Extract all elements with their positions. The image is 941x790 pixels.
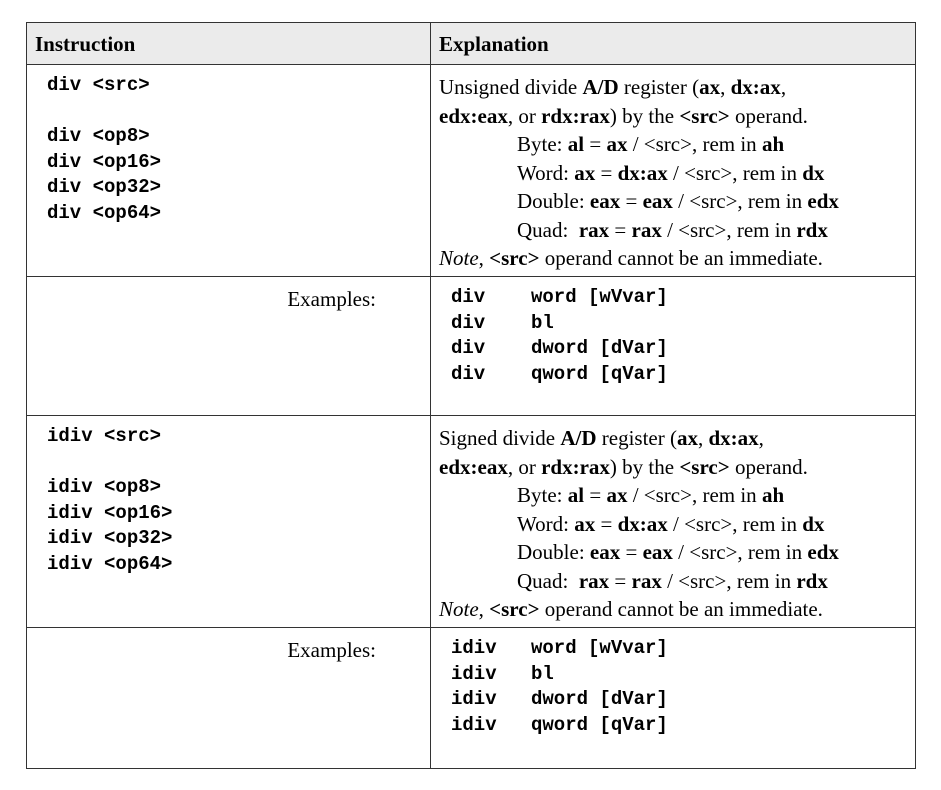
idiv-syntax-cell: idiv <src> idiv <op8> idiv <op16> idiv <…	[26, 415, 431, 628]
idiv-form-op64: idiv <op64>	[47, 552, 173, 575]
div-examples-row: Examples: div word [wVvar] div bl div dword…	[26, 276, 916, 416]
idiv-double-line: Double: eax = eax / <src>, rem in edx	[517, 540, 839, 564]
div-examples-code: div word [wVvar] div bl div dword [dVar] di…	[430, 276, 916, 416]
idiv-examples-label: Examples:	[26, 627, 431, 769]
div-form-op16: div <op16>	[47, 150, 162, 173]
idiv-explanation-cell: Signed divide A/D register (ax, dx:ax, e…	[430, 415, 916, 628]
div-quad-line: Quad: rax = rax / <src>, rem in rdx	[517, 217, 828, 242]
explanation-column-header: Explanation	[430, 22, 916, 65]
idiv-explanation-intro: Signed divide A/D register (ax, dx:ax,	[439, 426, 764, 450]
idiv-example-line: idiv dword [dVar]	[451, 688, 668, 710]
div-byte-line: Byte: al = ax / <src>, rem in ah	[517, 132, 785, 156]
div-note: Note, <src> operand cannot be an immedia…	[439, 246, 823, 270]
idiv-definition-row: idiv <src> idiv <op8> idiv <op16> idiv <…	[26, 415, 916, 628]
div-syntax-main: div <src>	[47, 74, 150, 96]
idiv-syntax-main: idiv <src>	[47, 425, 162, 447]
div-example-line: div word [wVvar]	[451, 286, 668, 308]
div-example-line: div qword [qVar]	[451, 362, 668, 385]
idiv-form-op8: idiv <op8>	[47, 476, 162, 498]
idiv-examples-code: idiv word [wVvar] idiv bl idiv dword [dVar]…	[430, 627, 916, 769]
div-example-line: div bl	[451, 311, 554, 334]
div-form-op32: div <op32>	[47, 176, 162, 198]
idiv-note: Note, <src> operand cannot be an immedia…	[439, 597, 823, 621]
idiv-word-line: Word: ax = dx:ax / <src>, rem in dx	[517, 511, 825, 536]
idiv-form-op32: idiv <op32>	[47, 527, 173, 549]
div-definition-row: div <src> div <op8> div <op16> div <op32…	[26, 64, 916, 277]
idiv-byte-line: Byte: al = ax / <src>, rem in ah	[517, 483, 785, 507]
div-explanation-cell: Unsigned divide A/D register (ax, dx:ax,…	[430, 64, 916, 277]
idiv-explanation-registers: edx:eax, or rdx:rax) by the <src> operan…	[439, 454, 808, 479]
instruction-table: Instruction Explanation div <src> div <o…	[26, 22, 916, 769]
idiv-example-line: idiv qword [qVar]	[451, 713, 668, 736]
idiv-examples-row: Examples: idiv word [wVvar] idiv bl idiv dw…	[26, 627, 916, 769]
instruction-column-header: Instruction	[26, 22, 431, 65]
idiv-example-line: idiv bl	[451, 662, 554, 685]
idiv-quad-line: Quad: rax = rax / <src>, rem in rdx	[517, 568, 828, 593]
idiv-example-line: idiv word [wVvar]	[451, 637, 668, 659]
div-syntax-cell: div <src> div <op8> div <op16> div <op32…	[26, 64, 431, 277]
div-double-line: Double: eax = eax / <src>, rem in edx	[517, 189, 839, 213]
div-explanation-registers: edx:eax, or rdx:rax) by the <src> operan…	[439, 103, 808, 128]
div-explanation-intro: Unsigned divide A/D register (ax, dx:ax,	[439, 75, 787, 99]
idiv-form-op16: idiv <op16>	[47, 501, 173, 524]
div-form-op64: div <op64>	[47, 201, 162, 224]
div-examples-label: Examples:	[26, 276, 431, 416]
div-word-line: Word: ax = dx:ax / <src>, rem in dx	[517, 160, 825, 185]
div-form-op8: div <op8>	[47, 125, 150, 147]
div-example-line: div dword [dVar]	[451, 337, 668, 359]
